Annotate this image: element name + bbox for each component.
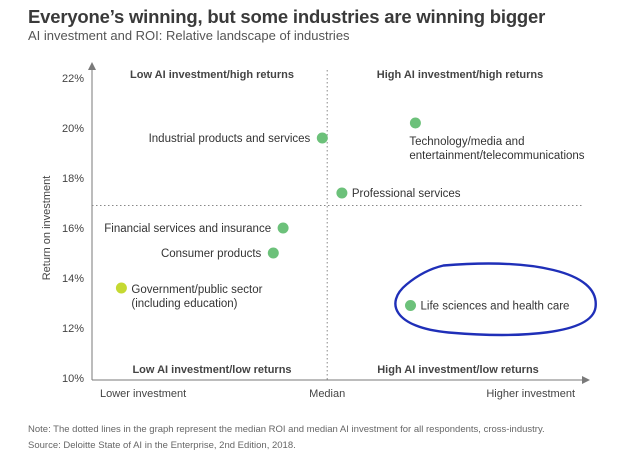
x-axis-label-low: Lower investment	[100, 388, 186, 400]
data-point-label-line: entertainment/telecommunications	[409, 150, 584, 162]
data-point-label: Industrial products and services	[149, 133, 311, 145]
y-tick-label: 18%	[62, 173, 84, 185]
highlight-annotation	[394, 262, 597, 337]
y-tick-label: 22%	[62, 73, 84, 85]
y-tick-labels: 10% 12% 14% 16% 18% 20% 22%	[62, 73, 84, 385]
data-point-label-line: Technology/media and	[409, 136, 524, 148]
quadrant-label-top-right: High AI investment/high returns	[377, 69, 543, 81]
data-point-label: Technology/media and entertainment/teleco…	[409, 136, 584, 162]
data-point	[115, 282, 127, 294]
source-note: Source: Deloitte State of AI in the Ente…	[28, 440, 296, 451]
data-point-label-line: Government/public sector	[131, 284, 262, 296]
footnote: Note: The dotted lines in the graph repr…	[28, 424, 545, 435]
data-points: Technology/media and entertainment/teleco…	[104, 117, 585, 313]
data-point	[267, 247, 279, 259]
data-point	[405, 300, 416, 311]
data-point	[409, 117, 421, 129]
x-axis-arrow	[582, 376, 590, 384]
y-axis-arrow	[88, 62, 96, 70]
chart-subtitle: AI investment and ROI: Relative landscap…	[28, 28, 350, 43]
x-axis-labels: Lower investment Median Higher investment	[100, 388, 575, 400]
highlight-ellipse	[394, 262, 597, 337]
y-tick-label: 20%	[62, 123, 84, 135]
quadrant-label-bottom-left: Low AI investment/low returns	[132, 364, 291, 376]
y-axis-label: Return on investment	[41, 176, 53, 281]
data-point-label-line: Financial services and insurance	[104, 223, 271, 235]
data-point-label: Life sciences and health care	[421, 301, 570, 313]
quadrant-label-bottom-right: High AI investment/low returns	[377, 364, 539, 376]
y-tick-label: 12%	[62, 323, 84, 335]
x-axis-label-median: Median	[309, 388, 345, 400]
quadrant-label-top-left: Low AI investment/high returns	[130, 69, 294, 81]
chart-axes: Return on investment	[41, 62, 590, 384]
data-point	[336, 187, 348, 199]
y-tick-label: 16%	[62, 223, 84, 235]
data-point-label: Financial services and insurance	[104, 223, 271, 235]
quadrant-labels: Low AI investment/high returns High AI in…	[130, 69, 543, 376]
data-point-label: Professional services	[352, 188, 461, 200]
data-point	[277, 222, 289, 234]
data-point-label-line: (including education)	[131, 298, 237, 310]
x-axis-label-high: Higher investment	[486, 388, 575, 400]
chart-title: Everyone’s winning, but some industries …	[28, 6, 546, 27]
data-point-label: Consumer products	[161, 248, 262, 260]
data-point-label-line: Industrial products and services	[149, 133, 311, 145]
median-lines	[92, 70, 582, 380]
data-point-label-line: Professional services	[352, 188, 461, 200]
data-point	[316, 132, 328, 144]
data-point-label: Government/public sector (including educa…	[131, 284, 262, 310]
data-point-label-line: Life sciences and health care	[421, 301, 570, 313]
y-tick-label: 14%	[62, 273, 84, 285]
data-point-label-line: Consumer products	[161, 248, 262, 260]
y-tick-label: 10%	[62, 373, 84, 385]
